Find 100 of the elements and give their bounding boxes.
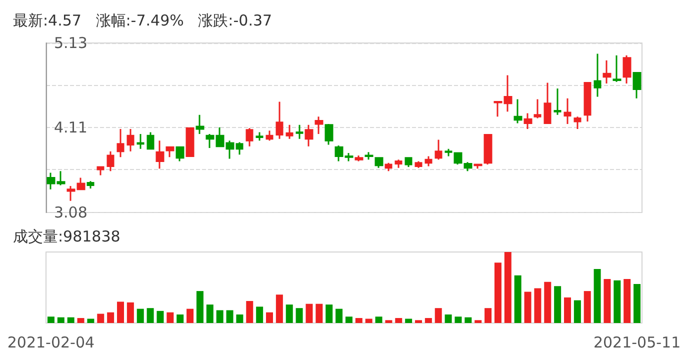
bar xyxy=(355,318,362,323)
bar xyxy=(524,292,532,323)
candlestick xyxy=(554,88,562,116)
bar xyxy=(624,278,631,323)
bar xyxy=(434,308,442,323)
bar xyxy=(316,304,323,323)
candlestick xyxy=(632,72,642,100)
candlestick xyxy=(404,157,412,168)
bar xyxy=(444,314,452,323)
candlestick xyxy=(394,158,402,169)
candlestick xyxy=(186,127,194,158)
candlestick xyxy=(296,124,304,140)
bar xyxy=(196,291,204,323)
candlestick xyxy=(612,54,622,83)
bar xyxy=(614,280,621,323)
bar xyxy=(504,252,512,323)
candlestick xyxy=(384,162,392,172)
bar xyxy=(544,282,552,323)
bar xyxy=(345,316,352,323)
bar xyxy=(216,310,224,323)
candlestick xyxy=(374,157,384,169)
candlestick xyxy=(594,53,602,98)
bar xyxy=(256,306,264,323)
bar xyxy=(47,316,54,323)
candlestick xyxy=(136,133,144,150)
candlestick xyxy=(324,123,334,146)
candlestick xyxy=(106,150,114,172)
bar xyxy=(584,291,591,323)
bar xyxy=(67,317,74,323)
candlestick xyxy=(414,160,422,169)
bar xyxy=(574,300,581,323)
bar xyxy=(395,318,402,323)
bar xyxy=(166,312,174,323)
bar xyxy=(146,308,154,323)
candlestick xyxy=(126,128,134,152)
bar xyxy=(634,284,641,323)
bar xyxy=(454,316,462,323)
candlestick xyxy=(286,124,294,140)
bar xyxy=(474,320,482,323)
bar xyxy=(514,275,522,323)
bar xyxy=(206,304,214,323)
bar xyxy=(534,288,542,323)
candlestick xyxy=(584,82,592,122)
chart-title: 成交量:981838 xyxy=(13,228,120,246)
bar xyxy=(424,318,432,323)
candlestick xyxy=(96,165,104,176)
y-tick-label: 5.13 xyxy=(54,34,88,52)
bar xyxy=(296,308,303,323)
candlestick xyxy=(166,146,174,158)
candlestick xyxy=(146,132,154,150)
candlestick xyxy=(524,112,532,130)
bar xyxy=(365,318,372,323)
candlestick xyxy=(276,100,284,140)
candlestick xyxy=(116,128,124,158)
bar xyxy=(186,308,194,323)
candlestick xyxy=(266,130,274,142)
candlestick xyxy=(434,138,442,160)
x-tick-label: 2021-05-11 xyxy=(593,334,681,352)
bar xyxy=(126,302,134,323)
x-tick-label: 2021-02-04 xyxy=(7,334,95,352)
bar xyxy=(375,316,382,323)
bar xyxy=(494,262,502,323)
bar xyxy=(564,297,571,323)
y-tick-label: 4.11 xyxy=(54,118,88,136)
bar xyxy=(117,302,124,323)
bar xyxy=(87,318,94,323)
candlestick xyxy=(622,54,632,84)
candlestick xyxy=(304,124,314,148)
bar xyxy=(236,314,244,323)
bar xyxy=(336,308,343,323)
bar xyxy=(107,312,114,323)
candlestick xyxy=(574,116,582,130)
candlestick xyxy=(484,134,492,166)
candlestick xyxy=(544,82,552,125)
candlestick xyxy=(314,116,324,135)
bar xyxy=(226,310,234,323)
candlestick xyxy=(196,114,204,135)
bar xyxy=(464,317,472,323)
bar xyxy=(594,269,601,323)
bar xyxy=(385,320,392,323)
candlestick xyxy=(364,151,374,160)
candlestick xyxy=(564,98,572,125)
bar xyxy=(554,286,562,323)
bar xyxy=(415,320,422,323)
candlestick xyxy=(176,146,184,162)
bar xyxy=(405,318,412,323)
bar xyxy=(97,314,104,323)
bar xyxy=(246,300,254,323)
candlestick xyxy=(474,164,482,170)
chart-title: 最新:4.57 涨幅:-7.49% 涨跌:-0.37 xyxy=(13,12,272,30)
candlestick xyxy=(246,127,254,148)
bar xyxy=(306,304,313,323)
candlestick xyxy=(156,140,164,170)
candlestick xyxy=(424,156,432,167)
bar xyxy=(326,304,333,323)
candlestick xyxy=(354,154,364,162)
bar xyxy=(276,294,283,323)
bar xyxy=(266,312,273,323)
bar xyxy=(176,314,184,323)
candlestick xyxy=(534,98,542,119)
